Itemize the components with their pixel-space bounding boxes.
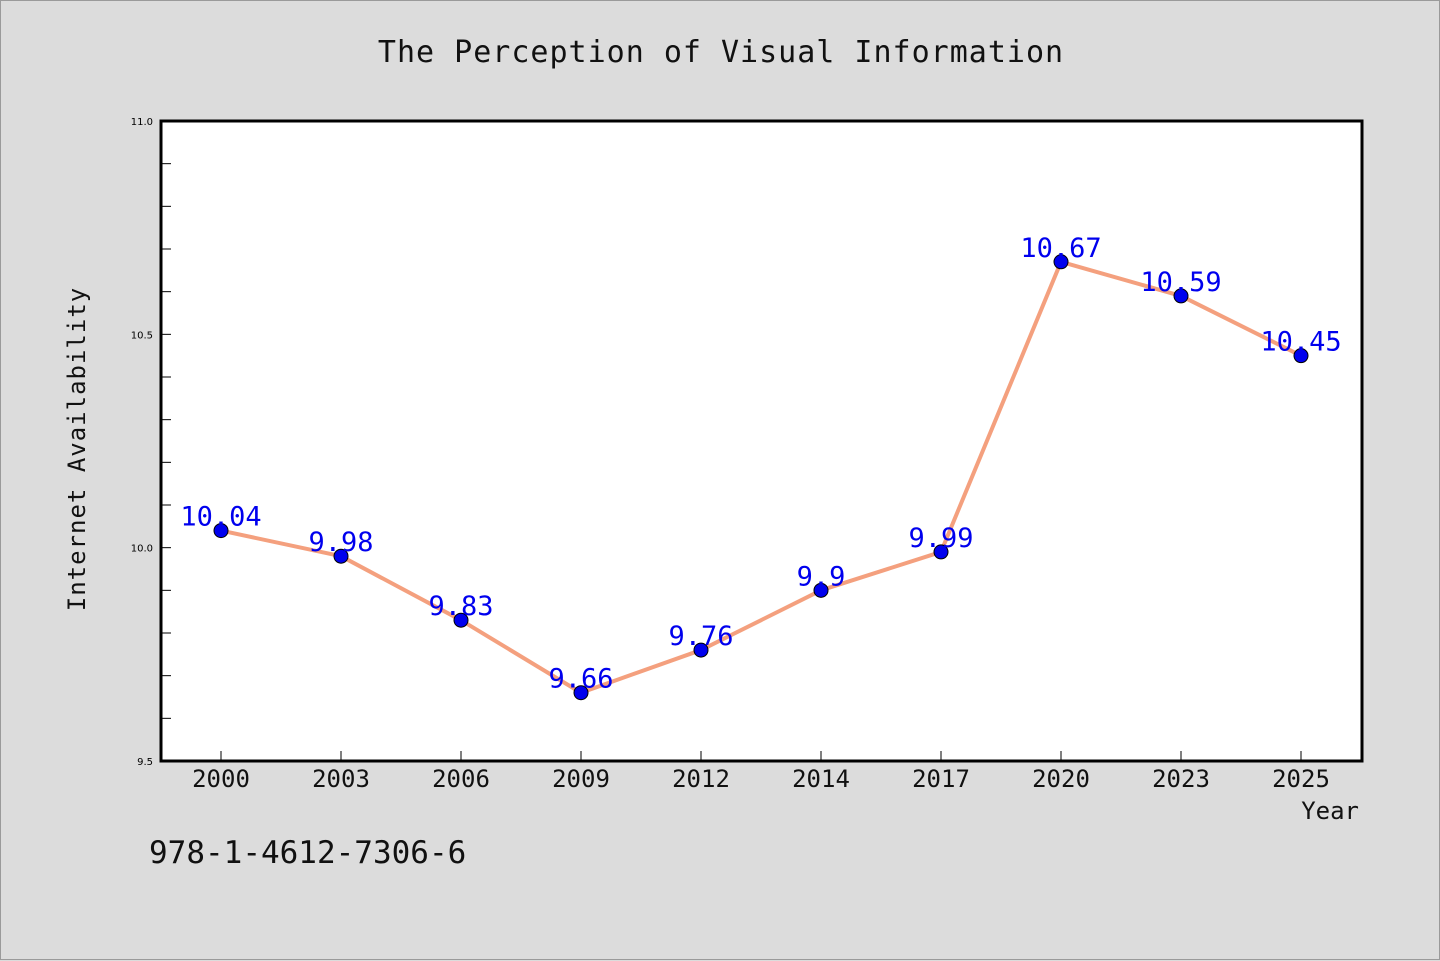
y-axis-label: Internet Availability [63, 286, 91, 612]
x-tick-label: 2003 [312, 765, 370, 793]
data-label: 9.66 [548, 664, 613, 695]
x-tick-label: 2009 [552, 765, 610, 793]
isbn-text: 978-1-4612-7306-6 [149, 835, 467, 871]
x-axis-ticks: 2000 2003 2006 2009 2012 2014 2017 2020 2023 2025 [192, 751, 1330, 793]
data-point [573, 685, 589, 701]
series-layer: 10.04 9.98 9.83 9.66 9.76 9.9 9.99 10.67 10.59 10… [180, 233, 1342, 701]
series-line [219, 259, 1303, 695]
data-label: 9.83 [428, 591, 493, 622]
plot-area [159, 119, 1364, 763]
data-point [813, 582, 829, 598]
x-axis-label: Year [1301, 797, 1359, 825]
data-label: 10.59 [1140, 267, 1221, 298]
y-tick-label: 10.0 [131, 544, 153, 555]
y-tick-label: 10.5 [131, 330, 153, 341]
data-point [213, 523, 229, 539]
y-tick-label: 9.5 [137, 757, 153, 768]
y-axis-ticks: 9.5 10.0 10.5 11.0 [131, 117, 171, 768]
data-point [453, 612, 469, 628]
data-point [693, 642, 709, 658]
y-tick-label: 11.0 [131, 117, 153, 128]
data-point [1293, 348, 1309, 364]
data-label: 9.76 [668, 621, 733, 652]
data-point [1173, 288, 1189, 304]
data-point [933, 544, 949, 560]
x-tick-label: 2006 [432, 765, 490, 793]
data-label: 9.99 [908, 523, 973, 554]
data-label: 9.98 [308, 527, 373, 558]
x-tick-label: 2023 [1152, 765, 1210, 793]
x-tick-label: 2025 [1272, 765, 1330, 793]
x-tick-label: 2017 [912, 765, 970, 793]
x-tick-label: 2012 [672, 765, 730, 793]
x-tick-label: 2020 [1032, 765, 1090, 793]
x-tick-label: 2014 [792, 765, 850, 793]
data-point [333, 548, 349, 564]
data-label: 10.67 [1020, 233, 1101, 264]
chart-title: The Perception of Visual Information [377, 35, 1065, 70]
data-label: 9.9 [797, 561, 846, 592]
data-label: 10.04 [180, 502, 261, 533]
x-tick-label: 2000 [192, 765, 250, 793]
data-label: 10.45 [1260, 327, 1341, 358]
data-point [1053, 254, 1069, 270]
